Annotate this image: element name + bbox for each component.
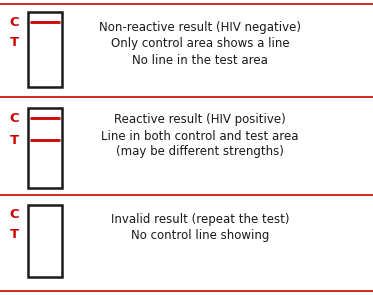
Text: C: C xyxy=(9,16,19,29)
Text: No control line showing: No control line showing xyxy=(131,230,269,242)
Text: Invalid result (repeat the test): Invalid result (repeat the test) xyxy=(111,214,289,227)
Text: No line in the test area: No line in the test area xyxy=(132,53,268,66)
Text: T: T xyxy=(9,134,19,147)
Text: C: C xyxy=(9,209,19,222)
Bar xyxy=(28,12,62,87)
Bar xyxy=(28,108,62,188)
Text: (may be different strengths): (may be different strengths) xyxy=(116,145,284,158)
Bar xyxy=(28,205,62,277)
Text: Line in both control and test area: Line in both control and test area xyxy=(101,130,299,142)
Text: C: C xyxy=(9,112,19,124)
Text: Non-reactive result (HIV negative): Non-reactive result (HIV negative) xyxy=(99,22,301,35)
Text: T: T xyxy=(9,227,19,240)
Text: T: T xyxy=(9,35,19,48)
Text: Only control area shows a line: Only control area shows a line xyxy=(111,37,289,50)
Text: Reactive result (HIV positive): Reactive result (HIV positive) xyxy=(114,114,286,127)
